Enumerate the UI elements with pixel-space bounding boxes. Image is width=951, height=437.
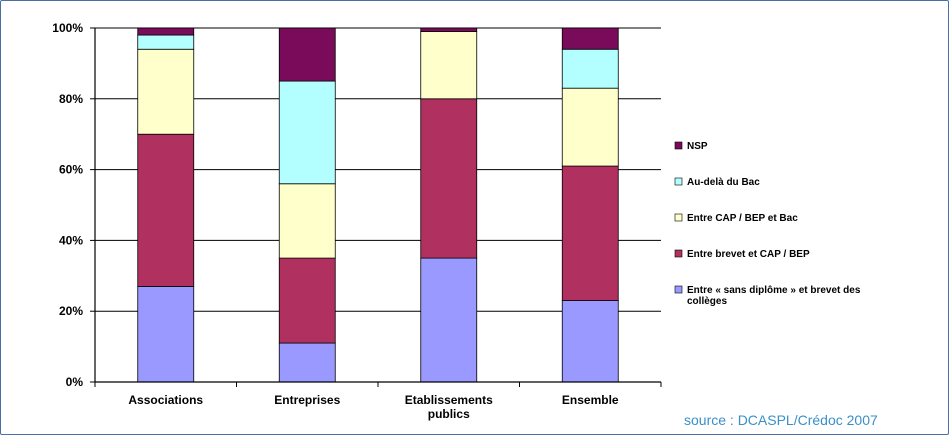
bar-segment — [561, 300, 619, 383]
legend-label: Au-delà du Bac — [687, 177, 760, 188]
bar-segment — [278, 27, 336, 82]
source-note: source : DCASPL/Crédoc 2007 — [684, 412, 878, 428]
bar-segment — [561, 27, 619, 50]
legend: NSP Au-delà du Bac Entre CAP / BEP et Bac E… — [674, 141, 861, 307]
legend-swatch — [674, 177, 683, 186]
y-tick-label: 0% — [66, 375, 84, 389]
legend-swatch — [674, 213, 683, 222]
y-tick-labels: 0% 20% 40% 60% 80% 100% — [52, 21, 83, 389]
legend-label: Entre « sans diplôme » et brevet des coll… — [687, 285, 861, 307]
y-tick-label: 100% — [52, 21, 83, 35]
bar-segment — [137, 48, 195, 135]
bar-segment — [420, 98, 478, 259]
bar-segment — [137, 34, 195, 50]
bar-segment — [561, 165, 619, 301]
y-tick-label: 20% — [59, 304, 83, 318]
legend-label: NSP — [687, 141, 708, 152]
legend-swatch — [674, 141, 683, 150]
bar-segment — [278, 80, 336, 185]
bar-segment — [561, 87, 619, 167]
bars — [137, 27, 619, 383]
y-tick-label: 80% — [59, 92, 83, 106]
legend-label: Entre brevet et CAP / BEP — [687, 249, 810, 260]
bar-segment — [420, 257, 478, 383]
bar-segment — [278, 257, 336, 344]
legend-swatch — [674, 249, 683, 258]
bar-segment — [278, 342, 336, 383]
category-label: Ensemble — [562, 393, 619, 407]
bar-segment — [137, 27, 195, 36]
category-label: Entreprises — [274, 393, 340, 407]
y-tick-label: 40% — [59, 233, 83, 247]
category-label: Associations — [128, 393, 203, 407]
bar-segment — [561, 48, 619, 89]
bar-segment — [137, 133, 195, 287]
axes — [90, 27, 662, 387]
legend-label: Entre CAP / BEP et Bac — [687, 213, 798, 224]
y-tick-label: 60% — [59, 163, 83, 177]
bar-segment — [137, 286, 195, 383]
legend-swatch — [674, 285, 683, 294]
bar-segment — [420, 27, 478, 32]
bar-segment — [278, 183, 336, 259]
category-label: Etablissements publics — [405, 393, 493, 421]
bar-segment — [420, 31, 478, 100]
category-labels: Associations Entreprises Etablissements pub… — [128, 393, 619, 421]
